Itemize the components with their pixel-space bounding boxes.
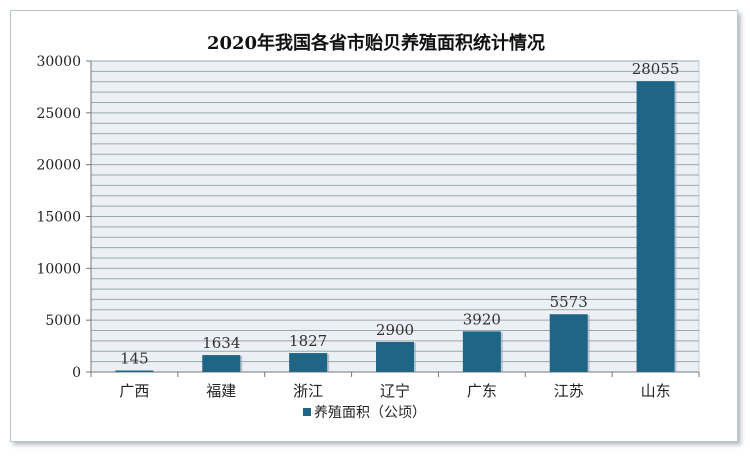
bar bbox=[289, 353, 328, 372]
legend: 养殖面积（公顷） bbox=[303, 404, 426, 421]
data-label: 145 bbox=[120, 349, 149, 367]
data-label: 1634 bbox=[202, 334, 240, 352]
data-label: 3920 bbox=[463, 310, 501, 328]
y-tick-label: 25000 bbox=[36, 106, 81, 122]
bar bbox=[115, 370, 154, 372]
legend-label: 养殖面积（公顷） bbox=[314, 404, 426, 421]
bar bbox=[202, 355, 241, 372]
bar bbox=[376, 341, 414, 372]
y-tick-label: 20000 bbox=[36, 158, 81, 174]
x-tick-label: 辽宁 bbox=[380, 382, 410, 400]
bar bbox=[549, 314, 588, 372]
x-tick-label: 福建 bbox=[206, 382, 236, 400]
y-tick-label: 0 bbox=[72, 365, 81, 381]
x-tick-label: 山东 bbox=[641, 382, 671, 400]
plot-area: 0 5000 10000 15000 20000 25000 30000 145 广西 1634 福… bbox=[36, 54, 700, 400]
y-tick-label: 15000 bbox=[36, 210, 81, 226]
x-tick-label: 浙江 bbox=[293, 382, 323, 400]
bar bbox=[636, 81, 675, 372]
chart-frame: 2020年我国各省市贻贝养殖面积统计情况 0 5000 10000 15000 2000… bbox=[10, 10, 738, 442]
y-tick-label: 5000 bbox=[45, 313, 81, 329]
x-tick-label: 广东 bbox=[467, 382, 497, 400]
x-tick-label: 江苏 bbox=[554, 382, 584, 400]
data-label: 28055 bbox=[632, 60, 680, 78]
y-tick-label: 10000 bbox=[36, 261, 81, 277]
bar bbox=[462, 331, 501, 372]
data-label: 1827 bbox=[289, 332, 327, 350]
x-tick-label: 广西 bbox=[119, 382, 149, 400]
y-tick-label: 30000 bbox=[36, 54, 81, 70]
chart-title: 2020年我国各省市贻贝养殖面积统计情况 bbox=[207, 32, 545, 54]
data-label: 2900 bbox=[376, 321, 414, 339]
data-label: 5573 bbox=[550, 293, 588, 311]
legend-swatch bbox=[303, 408, 311, 416]
bar-chart: 2020年我国各省市贻贝养殖面积统计情况 0 5000 10000 15000 2000… bbox=[36, 32, 700, 421]
